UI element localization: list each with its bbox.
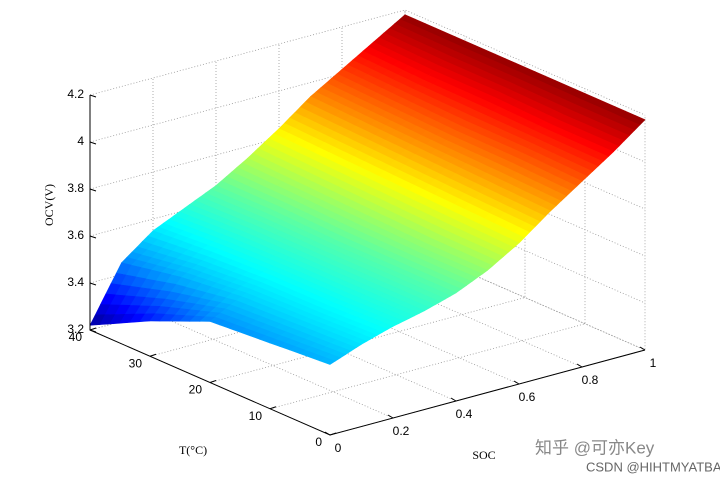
- y-tick: [149, 353, 157, 357]
- x-tick: [576, 363, 583, 368]
- axes: 3.2 3.4 3.6 3.8 4 4.2 0 10 20 30 40 0 0.2 0.4 0.6 0.8 1: [67, 87, 656, 455]
- x-axis-label: SOC: [472, 448, 495, 462]
- y-axis-label: T(°C): [179, 443, 207, 457]
- y-tick-label: 40: [69, 330, 83, 344]
- x-tick-label: 0: [335, 441, 342, 455]
- z-tick: [89, 94, 97, 98]
- grid-line: [89, 56, 646, 163]
- surface: [89, 14, 646, 365]
- surface-patch: [319, 357, 336, 365]
- z-tick-label: 3.4: [67, 275, 84, 289]
- y-tick: [329, 432, 337, 436]
- y-tick: [89, 327, 97, 331]
- y-tick-label: 30: [129, 356, 143, 370]
- y-tick-label: 20: [189, 383, 203, 397]
- z-tick: [89, 235, 97, 239]
- z-tick-label: 3.8: [67, 181, 84, 195]
- z-tick-label: 4: [77, 134, 84, 148]
- y-tick: [269, 406, 277, 410]
- x-tick: [450, 397, 457, 402]
- x-tick: [387, 414, 394, 419]
- x-tick-label: 0.2: [393, 424, 410, 438]
- grid-line: [89, 9, 646, 116]
- watermark: CSDN @HIHTMYATBA: [586, 459, 720, 474]
- grid-line: [89, 103, 646, 210]
- z-tick: [89, 188, 97, 192]
- x-tick: [324, 431, 331, 436]
- x-tick-label: 0.6: [519, 390, 536, 404]
- z-tick-label: 3.2: [67, 322, 84, 336]
- grid-line: [269, 88, 586, 410]
- y-tick-label: 0: [315, 435, 322, 449]
- x-tick: [639, 346, 646, 351]
- y-tick: [209, 380, 217, 383]
- z-tick: [89, 282, 97, 286]
- x-tick: [513, 380, 520, 385]
- z-axis-label: OCV(V): [42, 184, 56, 226]
- x-tick-label: 0.4: [456, 407, 473, 421]
- x-tick-label: 1: [650, 356, 657, 370]
- z-tick: [89, 329, 97, 333]
- z-tick: [89, 141, 97, 145]
- y-tick-label: 10: [249, 409, 263, 423]
- x-tick-label: 0.8: [582, 373, 599, 387]
- z-tick-label: 3.6: [67, 228, 84, 242]
- z-tick-label: 4.2: [67, 87, 84, 101]
- watermark: 知乎 @可亦Key: [535, 438, 655, 457]
